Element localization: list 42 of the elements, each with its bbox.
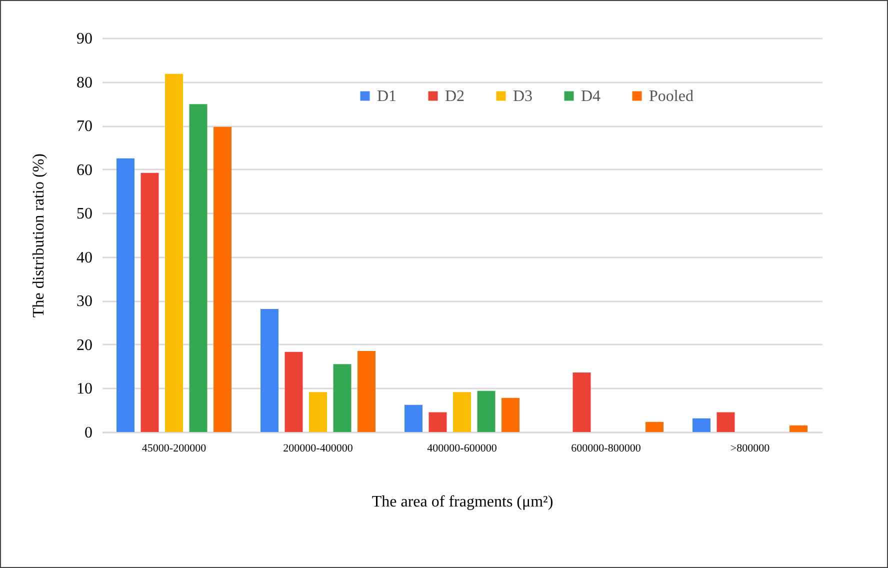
x-tick-label: >800000 bbox=[730, 442, 770, 454]
bar bbox=[572, 372, 591, 432]
bar bbox=[260, 308, 278, 432]
x-tick-label: 600000-800000 bbox=[571, 442, 642, 454]
bar bbox=[189, 104, 208, 432]
y-tick-label: 10 bbox=[76, 380, 92, 398]
bar bbox=[716, 412, 735, 432]
bar bbox=[309, 392, 327, 432]
bar bbox=[284, 352, 303, 432]
bar bbox=[116, 158, 134, 432]
legend-label: D1 bbox=[377, 88, 397, 105]
y-axis-title: The distribution ratio (%) bbox=[30, 154, 48, 318]
y-tick-label: 60 bbox=[76, 162, 92, 179]
legend-label: D3 bbox=[513, 88, 533, 105]
bar bbox=[428, 412, 447, 432]
x-tick-label: 200000-400000 bbox=[283, 442, 354, 454]
y-tick-label: 80 bbox=[76, 74, 92, 92]
bar bbox=[453, 392, 471, 432]
bar bbox=[333, 364, 352, 432]
bar bbox=[646, 422, 664, 432]
bar bbox=[790, 425, 808, 432]
y-tick-label: 40 bbox=[76, 249, 92, 266]
y-tick-label: 90 bbox=[76, 30, 92, 48]
x-axis-title: The area of fragments (μm²) bbox=[372, 494, 554, 510]
bar bbox=[165, 74, 183, 432]
y-tick-label: 30 bbox=[76, 293, 92, 310]
bar bbox=[502, 398, 520, 432]
x-tick-label: 400000-600000 bbox=[427, 442, 498, 454]
bar bbox=[692, 418, 710, 432]
legend-label: D2 bbox=[445, 88, 465, 105]
y-tick-label: 20 bbox=[76, 336, 92, 354]
bar bbox=[358, 351, 376, 432]
legend-label: Pooled bbox=[649, 88, 694, 105]
y-tick-label: 50 bbox=[76, 206, 92, 223]
bar bbox=[477, 390, 496, 432]
bar bbox=[404, 404, 422, 432]
y-tick-label: 0 bbox=[84, 424, 92, 442]
x-tick-label: 45000-200000 bbox=[142, 442, 207, 454]
bar bbox=[214, 126, 232, 432]
bar bbox=[140, 172, 159, 432]
legend-label: D4 bbox=[581, 88, 601, 105]
y-tick-label: 70 bbox=[76, 118, 92, 136]
